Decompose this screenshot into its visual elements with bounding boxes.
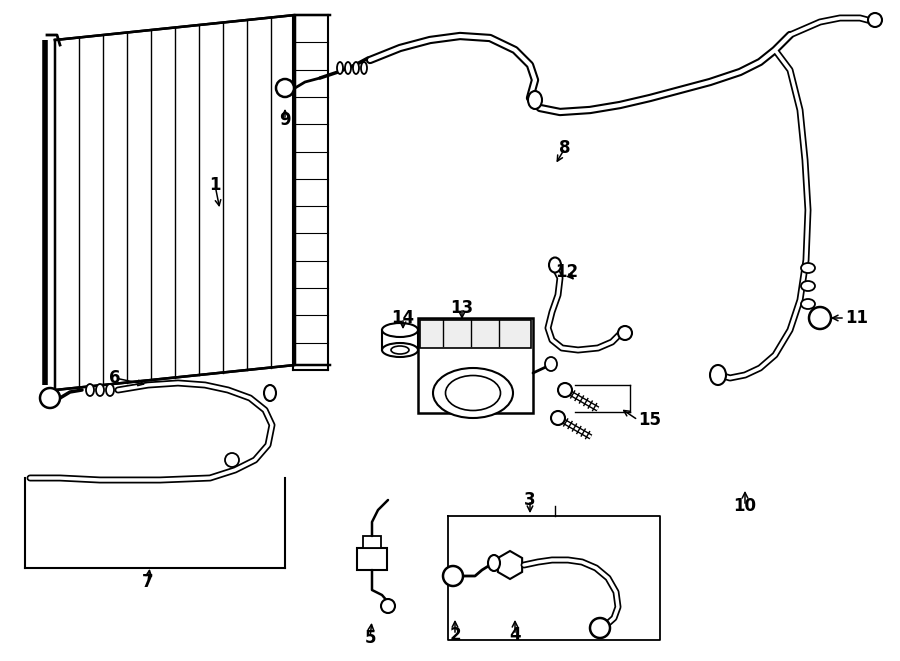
Circle shape [40, 388, 60, 408]
Ellipse shape [545, 357, 557, 371]
Text: 10: 10 [734, 497, 757, 515]
Text: 6: 6 [109, 369, 121, 387]
Ellipse shape [433, 368, 513, 418]
Text: 7: 7 [142, 573, 154, 591]
Text: 4: 4 [509, 626, 521, 644]
Ellipse shape [96, 384, 104, 396]
FancyBboxPatch shape [420, 320, 531, 348]
Circle shape [443, 566, 463, 586]
FancyBboxPatch shape [418, 318, 533, 413]
FancyBboxPatch shape [382, 330, 418, 350]
Ellipse shape [391, 346, 409, 354]
Ellipse shape [382, 343, 418, 357]
Ellipse shape [801, 299, 815, 309]
Text: 9: 9 [279, 111, 291, 129]
Ellipse shape [361, 62, 367, 74]
Text: 12: 12 [555, 263, 579, 281]
Ellipse shape [488, 555, 500, 571]
Ellipse shape [801, 281, 815, 291]
Circle shape [809, 307, 831, 329]
Circle shape [276, 79, 294, 97]
Ellipse shape [345, 62, 351, 74]
Text: 14: 14 [392, 309, 415, 327]
Ellipse shape [382, 323, 418, 337]
Text: 1: 1 [209, 176, 220, 194]
Ellipse shape [353, 62, 359, 74]
Text: 2: 2 [449, 626, 461, 644]
Text: 11: 11 [845, 309, 868, 327]
Circle shape [381, 599, 395, 613]
Circle shape [618, 326, 632, 340]
Text: 13: 13 [450, 299, 473, 317]
Text: 3: 3 [524, 491, 536, 509]
Ellipse shape [337, 62, 343, 74]
Ellipse shape [710, 365, 726, 385]
Ellipse shape [86, 384, 94, 396]
Ellipse shape [264, 385, 276, 401]
FancyBboxPatch shape [363, 536, 381, 548]
Ellipse shape [106, 384, 114, 396]
Circle shape [590, 618, 610, 638]
Text: 5: 5 [364, 629, 376, 647]
Ellipse shape [558, 383, 572, 397]
Ellipse shape [446, 375, 500, 410]
Circle shape [868, 13, 882, 27]
Ellipse shape [801, 263, 815, 273]
Text: 15: 15 [638, 411, 661, 429]
Ellipse shape [551, 411, 565, 425]
Circle shape [225, 453, 239, 467]
Ellipse shape [528, 91, 542, 109]
FancyBboxPatch shape [357, 548, 387, 570]
Ellipse shape [549, 258, 561, 272]
Text: 8: 8 [559, 139, 571, 157]
